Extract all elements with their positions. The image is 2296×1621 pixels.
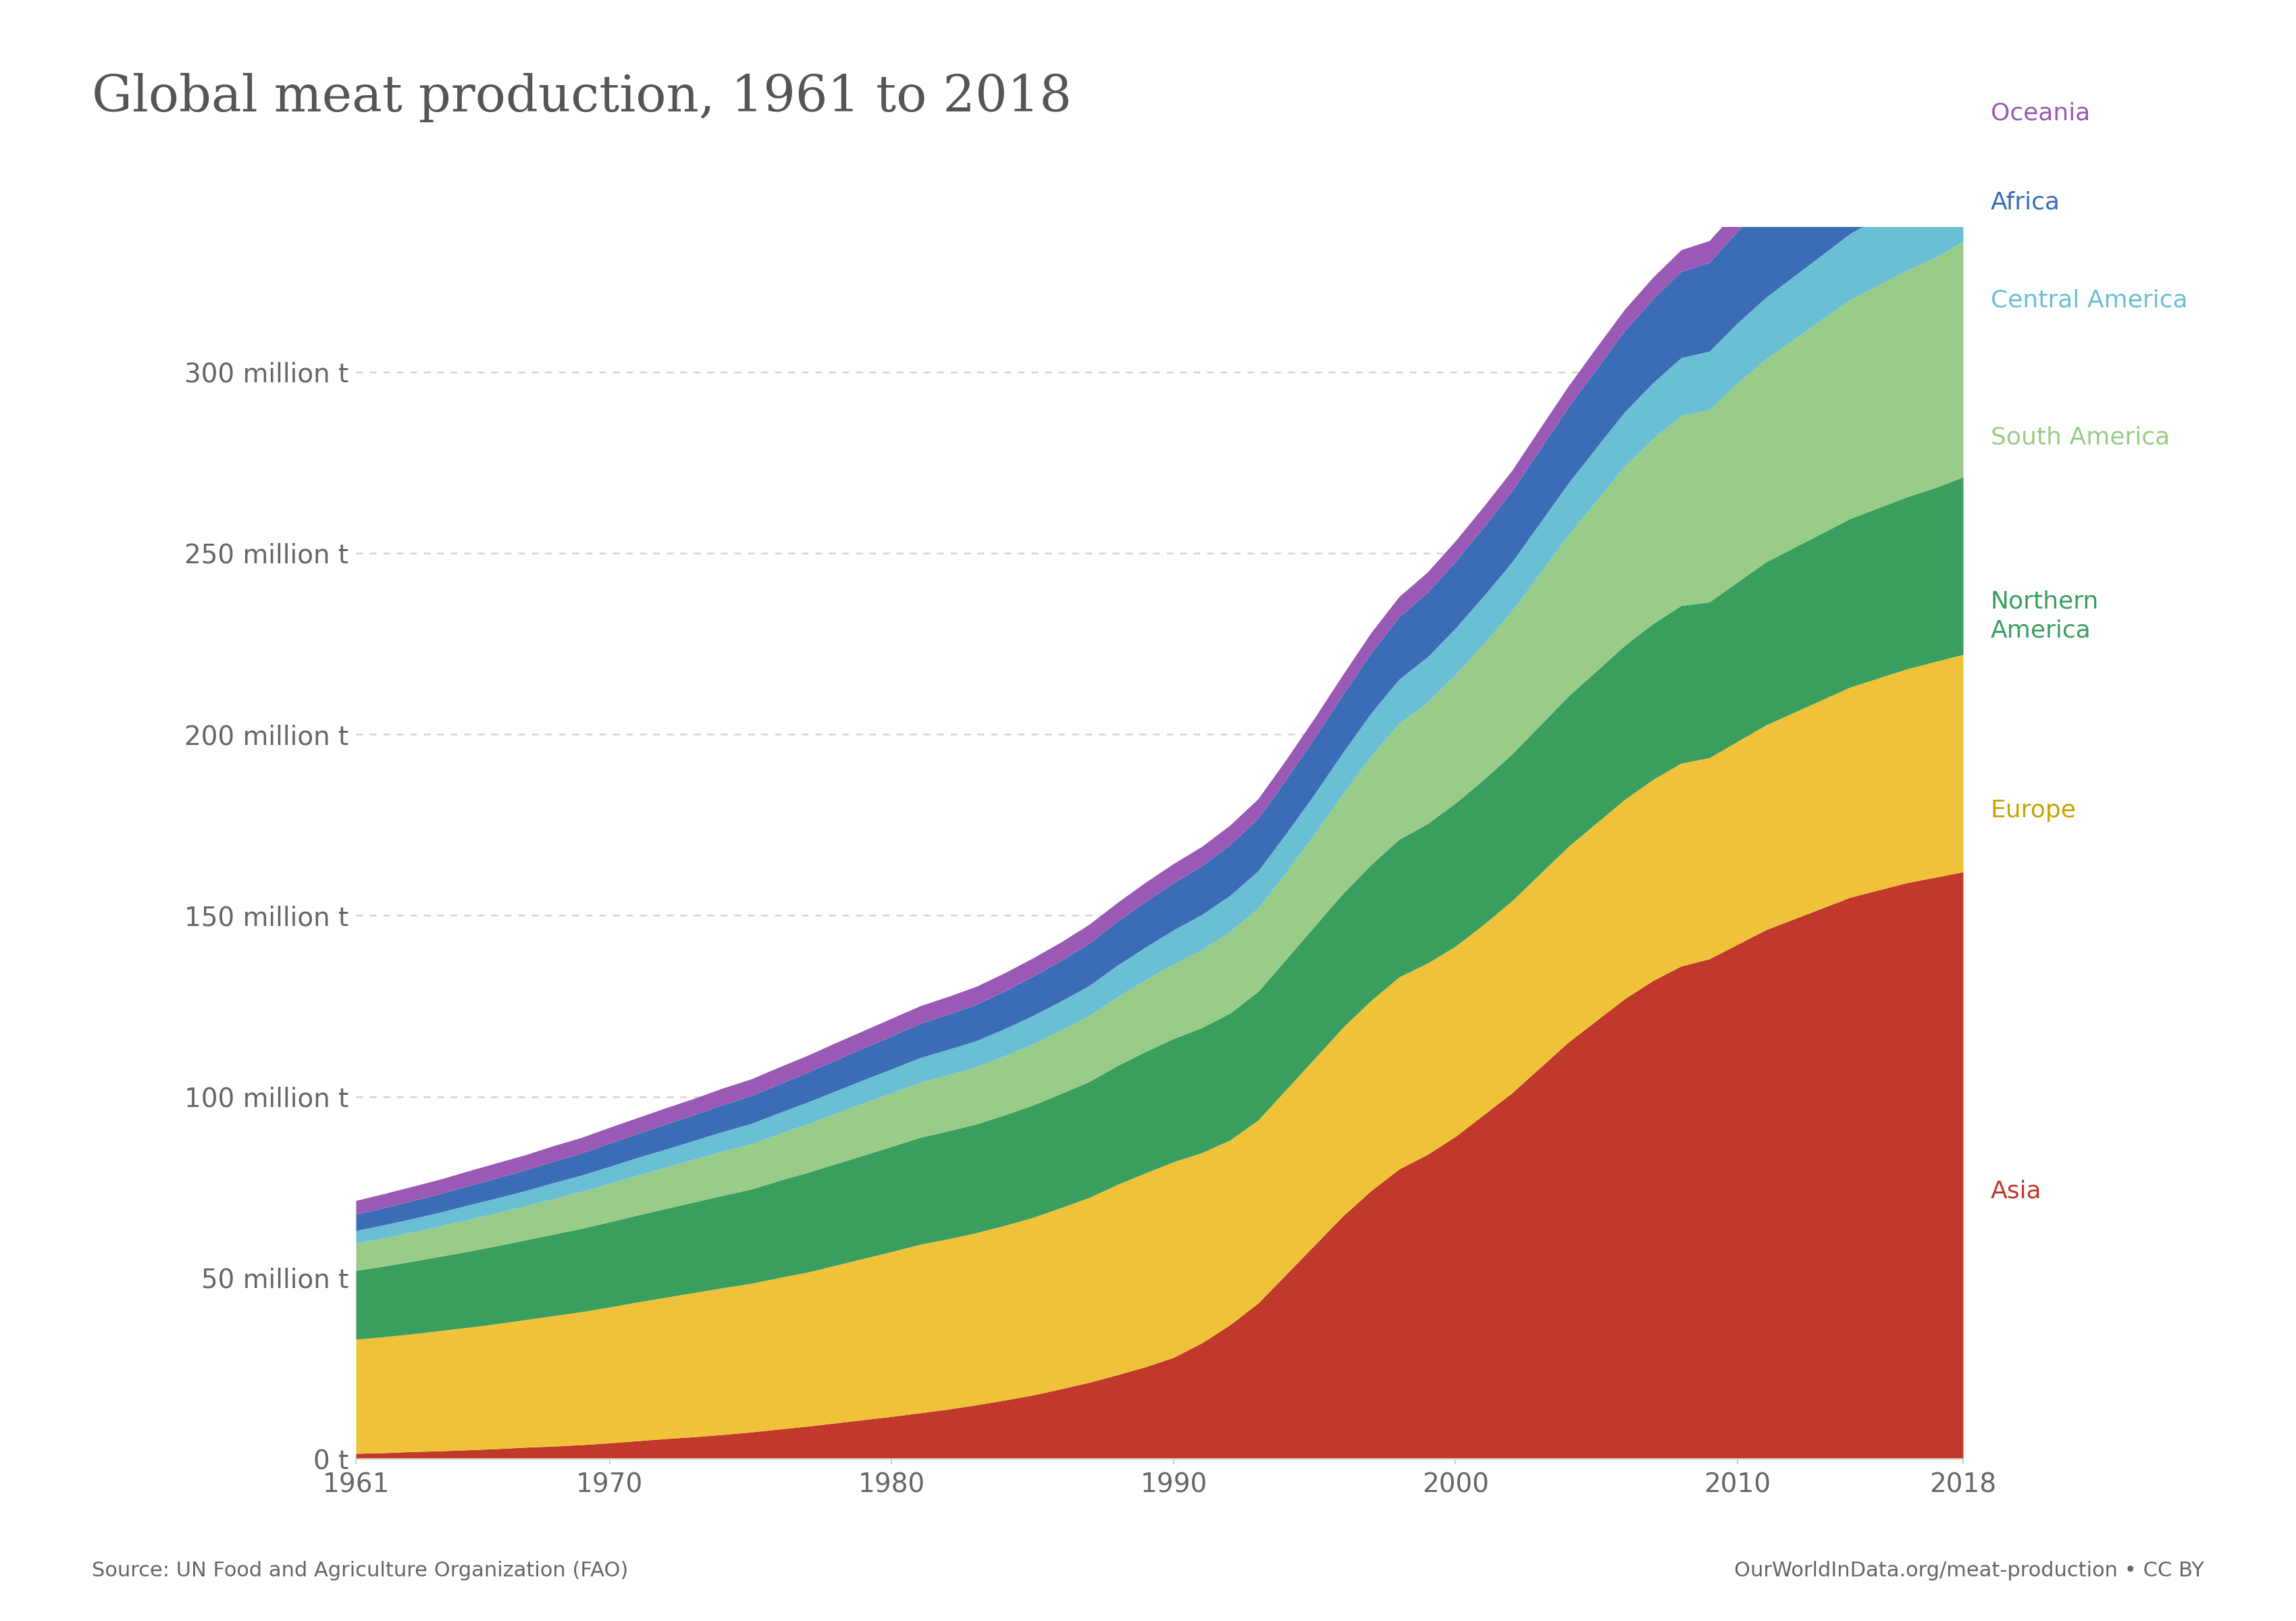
Text: South America: South America xyxy=(1991,426,2170,449)
Text: in Data: in Data xyxy=(2071,126,2149,146)
Text: Europe: Europe xyxy=(1991,799,2076,822)
Text: Oceania: Oceania xyxy=(1991,102,2089,125)
Text: Our World: Our World xyxy=(2057,78,2163,97)
Text: Source: UN Food and Agriculture Organization (FAO): Source: UN Food and Agriculture Organiza… xyxy=(92,1561,629,1580)
Text: Africa: Africa xyxy=(1991,191,2060,214)
Text: OurWorldInData.org/meat-production • CC BY: OurWorldInData.org/meat-production • CC … xyxy=(1733,1561,2204,1580)
Text: Global meat production, 1961 to 2018: Global meat production, 1961 to 2018 xyxy=(92,73,1072,122)
Text: Asia: Asia xyxy=(1991,1180,2041,1203)
Text: Central America: Central America xyxy=(1991,289,2188,311)
Text: Northern
America: Northern America xyxy=(1991,590,2099,642)
